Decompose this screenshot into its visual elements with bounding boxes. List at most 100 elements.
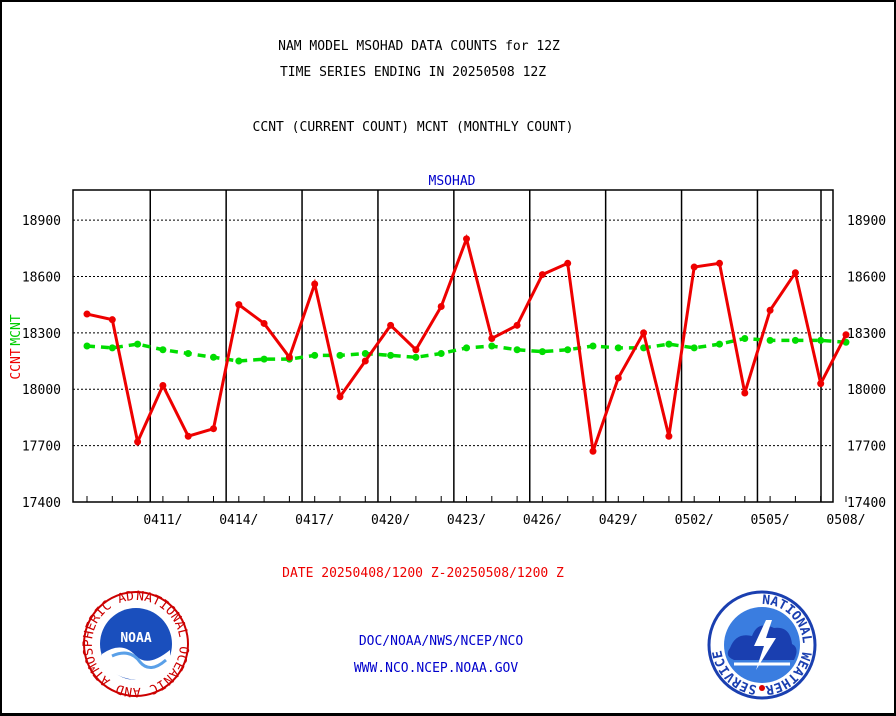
data-point-ccnt <box>285 353 293 361</box>
data-point-mcnt <box>766 336 774 344</box>
x-tick-label: 0411/ <box>143 513 182 528</box>
y-tick-label-right: 18600 <box>847 270 886 285</box>
y-tick-label-left: 17700 <box>22 440 61 455</box>
data-point-mcnt <box>361 350 369 358</box>
data-point-ccnt <box>437 303 445 311</box>
y-tick-label-left: 18900 <box>22 214 61 229</box>
footer-org-line: DOC/NOAA/NWS/NCEP/NCO <box>358 634 524 649</box>
data-point-mcnt <box>235 357 243 365</box>
data-point-mcnt <box>665 340 673 348</box>
y-tick-label-right: 17400 <box>847 496 886 511</box>
data-point-mcnt <box>716 340 723 348</box>
data-point-ccnt <box>589 447 597 455</box>
data-point-mcnt <box>614 344 622 352</box>
noaa-logo: NOAA NATIONAL OCEANIC AND ATMOSPHERIC AD… <box>82 590 190 698</box>
data-point-mcnt <box>311 351 319 359</box>
data-point-ccnt <box>766 306 774 314</box>
data-point-mcnt <box>741 334 749 342</box>
x-tick-label: 0502/ <box>675 513 714 528</box>
data-point-ccnt <box>108 316 116 324</box>
chart-title-line3: CCNT (CURRENT COUNT) MCNT (MONTHLY COUNT… <box>252 120 574 135</box>
data-point-mcnt <box>108 344 116 352</box>
data-point-mcnt <box>159 346 167 354</box>
data-point-ccnt <box>640 329 648 337</box>
series-ccnt <box>83 233 850 455</box>
data-point-ccnt <box>716 259 723 267</box>
data-point-mcnt <box>210 353 217 361</box>
chart-title-line2: TIME SERIES ENDING IN 20250508 12Z <box>279 65 547 80</box>
data-point-ccnt <box>336 393 344 401</box>
data-point-ccnt <box>210 425 217 433</box>
data-point-mcnt <box>488 342 496 350</box>
y-tick-label-left: 17400 <box>22 496 61 511</box>
x-tick-label: 0505/ <box>751 513 790 528</box>
x-tick-label: 0414/ <box>219 513 258 528</box>
grid-layer <box>73 190 833 502</box>
data-point-mcnt <box>791 336 799 344</box>
y-tick-label-left: 18000 <box>22 383 61 398</box>
y-tick-label-right: 18000 <box>847 383 886 398</box>
data-point-mcnt <box>513 346 521 354</box>
series-mcnt <box>83 334 850 365</box>
data-point-mcnt <box>184 350 192 358</box>
data-point-ccnt <box>842 331 850 339</box>
data-point-mcnt <box>260 355 268 363</box>
x-tick-label: 0508/ <box>826 513 865 528</box>
y-axis-label-mcnt: MCNT <box>9 314 24 345</box>
data-point-mcnt <box>387 351 395 359</box>
data-point-mcnt <box>589 342 597 350</box>
tick-layer: 17400 17400 17700 17700 18000 18000 18300 18300… <box>22 214 886 528</box>
data-point-mcnt <box>564 346 572 354</box>
data-point-mcnt <box>336 351 344 359</box>
national-weather-service-logo: NATIONAL WEATHER SERVICE <box>707 590 817 700</box>
data-point-ccnt <box>791 269 799 277</box>
data-point-ccnt <box>387 321 395 329</box>
data-point-mcnt <box>690 344 698 352</box>
data-point-ccnt <box>184 432 192 440</box>
data-point-ccnt <box>83 310 91 318</box>
x-tick-label: 0417/ <box>295 513 334 528</box>
data-point-ccnt <box>817 380 825 388</box>
data-point-mcnt <box>412 353 420 361</box>
data-point-ccnt <box>614 374 622 382</box>
data-point-ccnt <box>159 381 167 389</box>
x-tick-label: 0420/ <box>371 513 410 528</box>
y-tick-label-left: 18600 <box>22 270 61 285</box>
y-tick-label-right: 18900 <box>847 214 886 229</box>
y-tick-label-right: 18300 <box>847 327 886 342</box>
data-point-ccnt <box>690 263 698 271</box>
plot-subtitle: MSOHAD <box>429 174 476 189</box>
data-point-ccnt <box>538 271 546 279</box>
data-point-mcnt <box>134 340 142 348</box>
x-tick-label: 0429/ <box>599 513 638 528</box>
data-point-ccnt <box>488 334 496 342</box>
data-point-ccnt <box>311 280 319 288</box>
data-point-ccnt <box>235 301 243 309</box>
x-tick-label: 0423/ <box>447 513 486 528</box>
data-point-ccnt <box>463 235 470 243</box>
data-point-ccnt <box>665 432 673 440</box>
data-point-ccnt <box>260 319 268 327</box>
data-point-mcnt <box>83 342 91 350</box>
data-point-ccnt <box>564 259 572 267</box>
data-point-mcnt <box>538 348 546 356</box>
x-tick-label: 0426/ <box>523 513 562 528</box>
data-point-ccnt <box>134 438 142 446</box>
data-point-mcnt <box>463 344 470 352</box>
y-tick-label-left: 18300 <box>22 327 61 342</box>
y-axis-label-ccnt: CCNT <box>9 348 24 379</box>
footer-url-line: WWW.NCO.NCEP.NOAA.GOV <box>353 661 519 676</box>
data-point-ccnt <box>513 321 521 329</box>
data-point-mcnt <box>437 350 445 358</box>
data-point-ccnt <box>412 346 420 354</box>
data-point-mcnt <box>817 336 825 344</box>
chart-title-line1: NAM MODEL MSOHAD DATA COUNTS for 12Z <box>278 39 560 54</box>
data-point-ccnt <box>741 389 749 397</box>
y-tick-label-right: 17700 <box>847 440 886 455</box>
plot-frame <box>72 189 834 503</box>
noaa-logo-text: NOAA <box>120 631 151 646</box>
date-range-label: DATE 20250408/1200 Z-20250508/1200 Z <box>282 566 564 581</box>
